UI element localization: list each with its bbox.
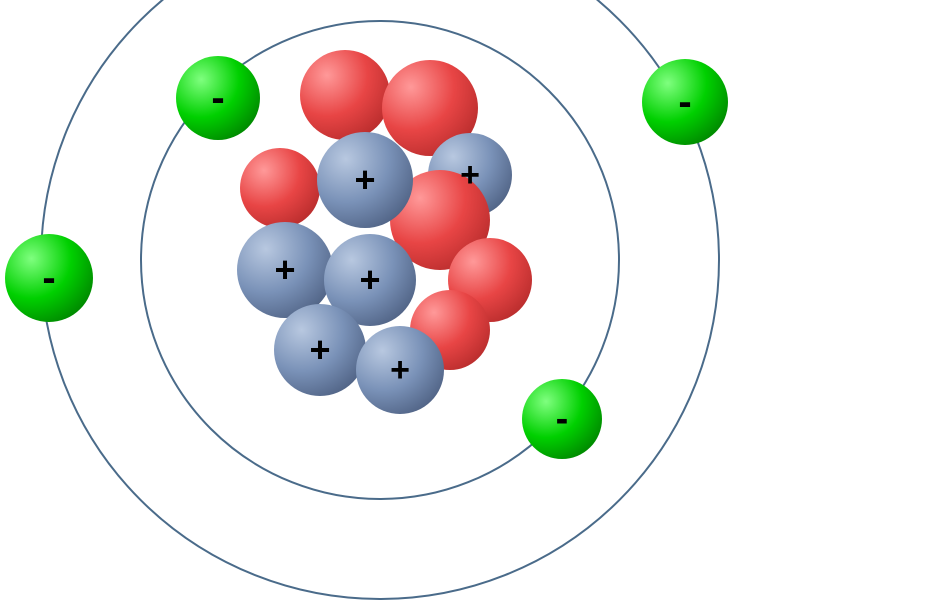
- neutron-sphere: [240, 148, 320, 228]
- neutron-sphere: [300, 50, 390, 140]
- electron-sphere: [176, 56, 260, 140]
- proton-sphere: [274, 304, 366, 396]
- proton-sphere: [356, 326, 444, 414]
- electron-sphere: [642, 59, 728, 145]
- proton-sphere: [317, 132, 413, 228]
- atom-diagram: ++++++ ----: [0, 0, 926, 517]
- electron-sphere: [522, 379, 602, 459]
- electron-sphere: [5, 234, 93, 322]
